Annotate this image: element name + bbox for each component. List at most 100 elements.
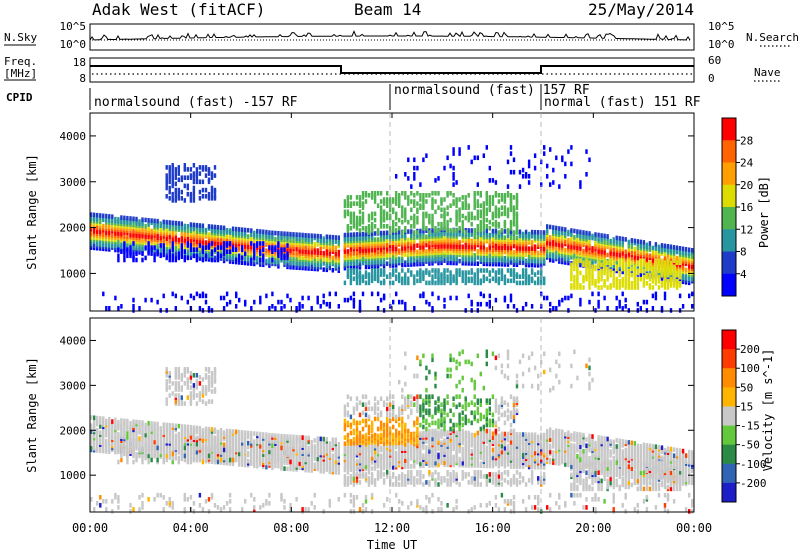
range-gate-cell [165, 367, 168, 372]
beam-title: Beam 14 [354, 0, 421, 19]
range-gate-cell [639, 306, 642, 311]
range-gate-cell [573, 228, 576, 234]
range-gate-cell [382, 209, 386, 215]
range-gate-cell [177, 393, 180, 398]
range-gate-cell [382, 268, 386, 273]
range-gate-cell [612, 279, 615, 284]
range-gate-cell [159, 438, 162, 443]
range-gate-cell [627, 258, 630, 263]
range-gate-cell [186, 191, 189, 197]
range-gate-cell [404, 272, 407, 277]
range-gate-cell [313, 262, 316, 268]
range-gate-cell [177, 243, 180, 249]
range-gate-cell [491, 195, 495, 200]
range-gate-cell [192, 189, 196, 195]
range-gate-cell [633, 264, 636, 270]
range-gate-cell [404, 191, 407, 196]
range-gate-cell [346, 236, 350, 242]
range-gate-cell [153, 218, 156, 224]
range-gate-cell [688, 293, 691, 299]
range-gate-cell [271, 304, 274, 309]
range-gate-cell [325, 238, 328, 244]
range-gate-cell [470, 238, 473, 244]
range-gate-cell [410, 270, 413, 275]
power-colorbar-label: Power [dB] [757, 176, 771, 248]
range-gate-cell [533, 280, 537, 286]
range-gate-cell [331, 255, 334, 261]
range-gate-cell [144, 453, 147, 459]
range-gate-cell [198, 179, 202, 185]
cpid-segment-2: normalsound (fast) 157 RF [394, 83, 590, 98]
range-gate-cell [506, 184, 510, 189]
range-gate-cell [271, 255, 274, 260]
range-gate-cell [675, 260, 679, 265]
freq-left-tick-bottom: 8 [79, 72, 86, 85]
range-gate-cell [627, 276, 630, 282]
range-gate-cell [325, 234, 328, 240]
range-gate-cell [132, 216, 135, 222]
range-gate-cell [479, 268, 482, 273]
range-gate-cell [225, 249, 229, 254]
range-gate-cell [177, 251, 180, 257]
range-gate-cell [603, 295, 606, 301]
range-gate-cell [636, 301, 639, 307]
range-gate-cell [265, 293, 268, 299]
range-gate-cell [262, 247, 265, 252]
range-gate-cell [186, 395, 189, 400]
range-gate-cell [434, 280, 437, 286]
range-gate-cell [410, 229, 413, 234]
range-gate-cell [639, 258, 642, 263]
range-gate-cell [573, 258, 576, 263]
range-gate-cell [389, 253, 392, 258]
range-gate-cell [201, 223, 205, 229]
range-gate-cell [370, 291, 374, 297]
range-gate-cell [93, 507, 96, 512]
range-gate-cell [141, 227, 144, 233]
range-gate-cell [630, 272, 633, 278]
range-gate-cell [515, 230, 519, 235]
range-gate-cell [370, 226, 374, 231]
range-gate-cell [150, 218, 153, 223]
range-gate-cell [165, 308, 168, 313]
noise-left-label: N.Sky [4, 31, 37, 44]
range-gate-cell [168, 179, 171, 185]
range-gate-cell [286, 293, 289, 299]
range-gate-cell [367, 237, 371, 243]
range-gate-cell [90, 212, 93, 217]
range-gate-cell [497, 221, 501, 227]
range-gate-cell [455, 203, 458, 208]
range-gate-cell [180, 442, 183, 447]
range-gate-cell [379, 199, 383, 204]
range-gate-cell [452, 254, 455, 260]
range-gate-cell [461, 219, 464, 225]
range-gate-cell [449, 250, 452, 255]
range-gate-cell [153, 439, 156, 445]
range-gate-cell [663, 285, 667, 290]
range-gate-cell [129, 447, 132, 453]
range-gate-cell [123, 241, 126, 246]
range-gate-cell [591, 264, 594, 270]
range-gate-cell [461, 276, 464, 282]
range-gate-cell [171, 459, 174, 465]
range-gate-cell [96, 428, 99, 433]
range-gate-cell [449, 163, 452, 169]
range-gate-cell [192, 295, 196, 301]
range-gate-cell [630, 260, 633, 265]
range-gate-cell [361, 231, 365, 237]
range-gate-cell [204, 173, 208, 178]
range-gate-cell [597, 274, 600, 280]
range-gate-cell [174, 385, 177, 390]
range-gate-cell [678, 308, 682, 313]
range-gate-cell [488, 199, 491, 204]
range-gate-cell [189, 439, 193, 444]
range-gate-cell [238, 257, 241, 263]
range-gate-cell [90, 429, 93, 434]
range-gate-cell [379, 237, 383, 242]
range-gate-cell [527, 246, 531, 251]
range-gate-cell [458, 197, 461, 202]
range-gate-cell [361, 215, 365, 221]
range-gate-cell [401, 268, 404, 273]
range-gate-cell [376, 237, 380, 242]
range-gate-cell [328, 234, 331, 240]
